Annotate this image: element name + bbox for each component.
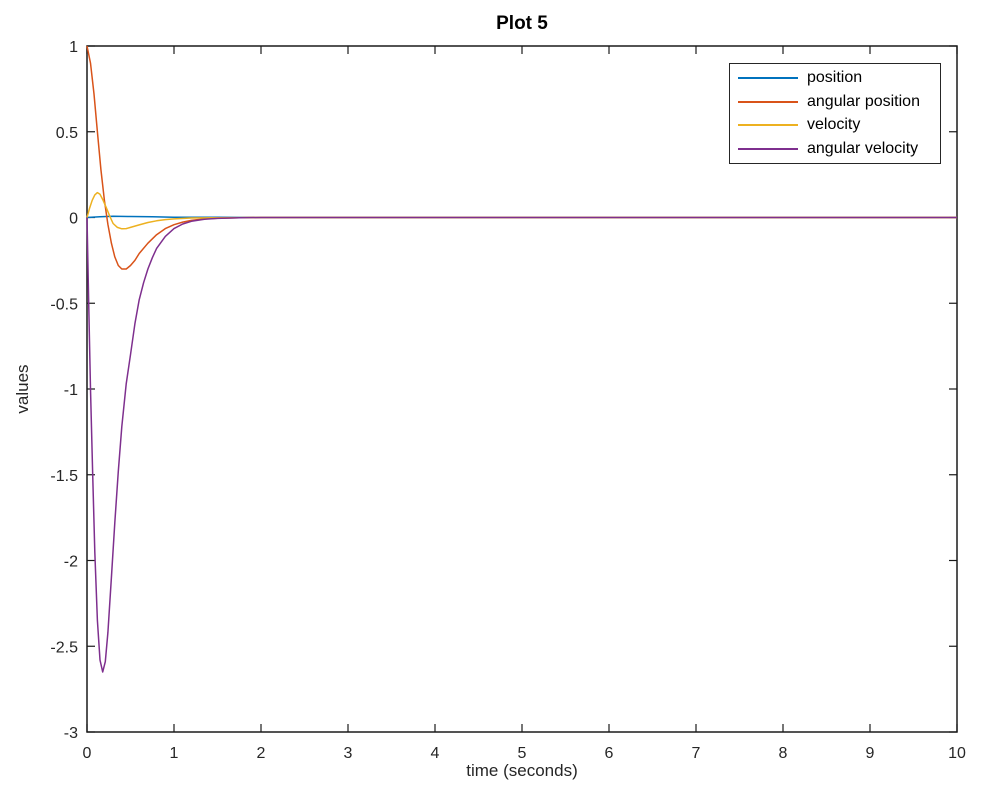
y-tick-label: -1 — [64, 382, 78, 399]
legend-line-sample — [738, 147, 798, 150]
legend-label: angular position — [807, 92, 920, 110]
legend-line-sample — [738, 124, 798, 127]
legend-entry-velocity: velocity — [730, 114, 940, 137]
x-axis-label: time (seconds) — [466, 761, 578, 780]
x-tick-label: 2 — [257, 745, 266, 762]
y-tick-label: -2.5 — [50, 639, 78, 656]
legend-line-sample — [738, 77, 798, 80]
legend-label: position — [807, 69, 863, 87]
x-tick-label: 6 — [605, 745, 614, 762]
legend-entry-angular-velocity: angular velocity — [730, 137, 940, 160]
legend: position angular position velocity angular … — [729, 63, 941, 164]
x-tick-label: 9 — [866, 745, 875, 762]
x-tick-label: 5 — [518, 745, 527, 762]
y-tick-label: -2 — [64, 554, 78, 571]
x-tick-label: 7 — [692, 745, 701, 762]
legend-entry-angular-position: angular position — [730, 90, 940, 113]
x-tick-label: 0 — [83, 745, 92, 762]
legend-entry-position: position — [730, 67, 940, 90]
y-tick-label: 1 — [69, 39, 78, 56]
y-tick-label: 0 — [69, 211, 78, 228]
legend-line-sample — [738, 100, 798, 103]
y-tick-label: -3 — [64, 725, 78, 742]
y-tick-label: 0.5 — [56, 125, 78, 142]
x-tick-label: 4 — [431, 745, 440, 762]
x-tick-label: 3 — [344, 745, 353, 762]
legend-label: angular velocity — [807, 139, 919, 157]
x-tick-label: 10 — [948, 745, 966, 762]
y-tick-label: -0.5 — [50, 296, 78, 313]
x-tick-label: 1 — [170, 745, 179, 762]
x-tick-label: 8 — [779, 745, 788, 762]
y-tick-label: -1.5 — [50, 468, 78, 485]
series-angular-velocity — [86, 216, 957, 673]
legend-label: velocity — [807, 116, 861, 134]
chart-title: Plot 5 — [496, 13, 548, 34]
series-velocity — [86, 191, 957, 230]
